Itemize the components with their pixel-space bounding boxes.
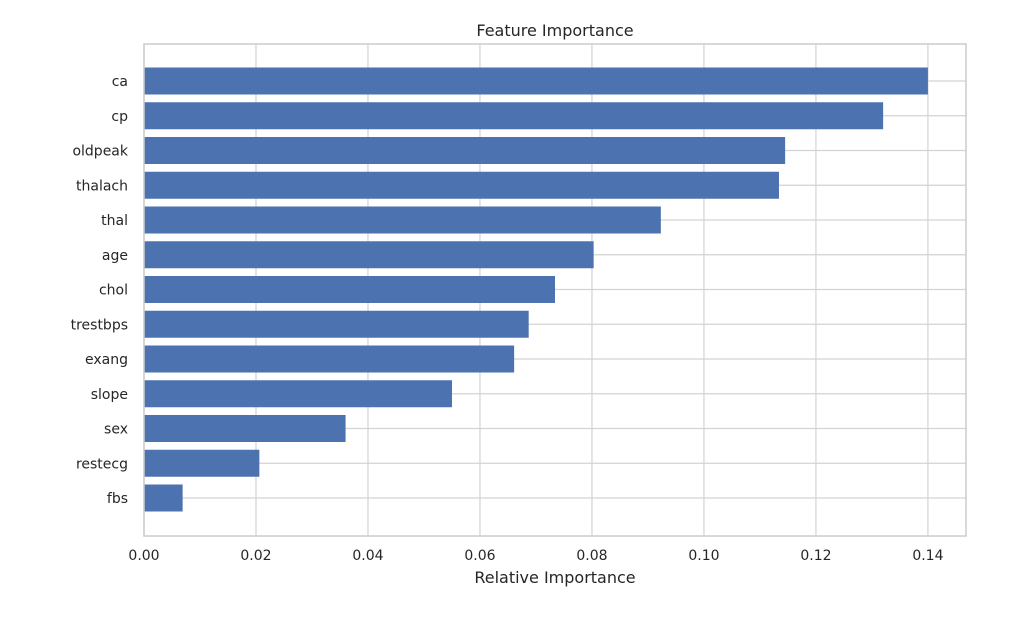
- x-tick-label: 0.02: [240, 548, 271, 564]
- y-tick-label: fbs: [107, 491, 128, 507]
- y-tick-labels: ca cp oldpeak thalach thal age chol trestbps exa…: [71, 74, 129, 507]
- y-tick-label: thalach: [76, 178, 128, 194]
- bar-exang: [144, 345, 515, 373]
- bar-ca: [144, 67, 928, 95]
- bar-sex: [144, 415, 346, 442]
- bar-thal: [144, 206, 661, 234]
- x-tick-label: 0.12: [800, 548, 831, 564]
- x-tick-labels: 0.00 0.02 0.04 0.06 0.08 0.10 0.12 0.14: [128, 548, 943, 564]
- x-tick-label: 0.06: [464, 548, 495, 564]
- bar-thalach: [144, 171, 779, 199]
- x-tick-label: 0.10: [688, 548, 719, 564]
- x-tick-label: 0.14: [912, 548, 943, 564]
- y-tick-label: chol: [99, 283, 128, 299]
- y-tick-label: exang: [85, 352, 128, 368]
- y-tick-label: oldpeak: [72, 144, 128, 160]
- x-tick-label: 0.00: [128, 548, 159, 564]
- bars-layer: [144, 67, 928, 512]
- y-tick-label: slope: [91, 387, 128, 403]
- bar-age: [144, 241, 594, 269]
- y-tick-label: cp: [111, 109, 128, 125]
- y-tick-label: age: [102, 248, 128, 264]
- y-tick-label: restecg: [76, 456, 128, 472]
- bar-oldpeak: [144, 137, 786, 164]
- bar-slope: [144, 380, 452, 408]
- y-tick-label: trestbps: [71, 317, 128, 333]
- y-tick-label: ca: [112, 74, 128, 90]
- chart-title: Feature Importance: [476, 21, 633, 40]
- bar-trestbps: [144, 310, 529, 338]
- x-tick-label: 0.08: [576, 548, 607, 564]
- plot-frame: [143, 43, 967, 537]
- bar-cp: [144, 102, 884, 130]
- x-tick-label: 0.04: [352, 548, 383, 564]
- y-tick-label: thal: [101, 213, 128, 229]
- bar-fbs: [144, 484, 183, 512]
- y-tick-label: sex: [104, 422, 128, 438]
- bar-restecg: [144, 449, 260, 477]
- bar-chol: [144, 276, 555, 303]
- x-axis-label: Relative Importance: [474, 568, 635, 587]
